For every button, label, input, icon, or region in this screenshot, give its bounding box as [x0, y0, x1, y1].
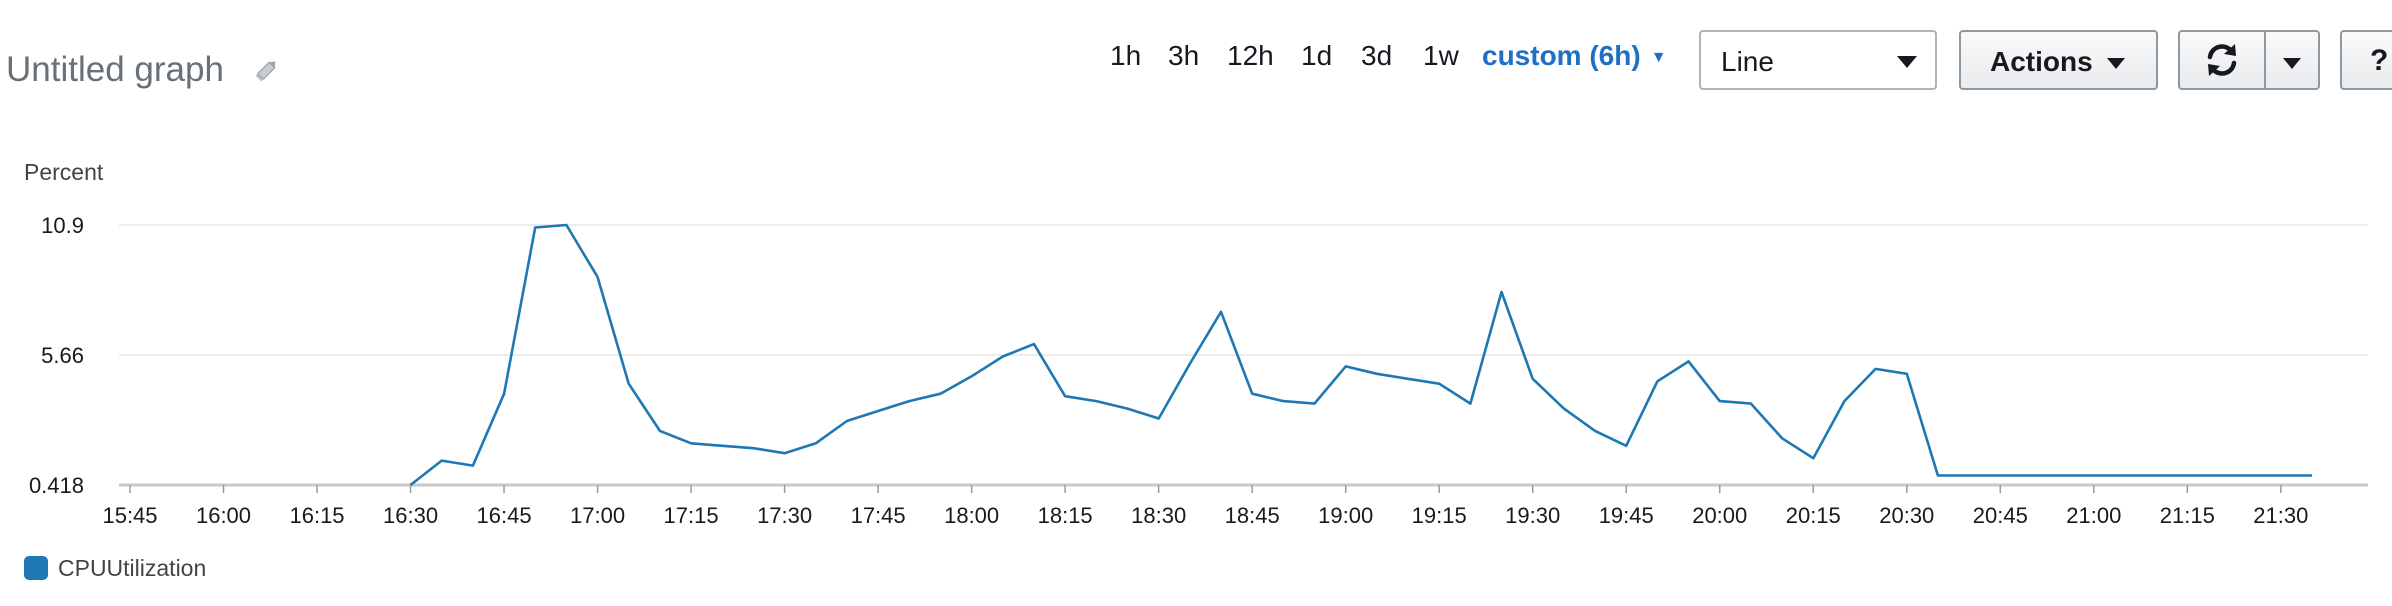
- chevron-down-icon: [1897, 56, 1917, 68]
- actions-label: Actions: [1990, 46, 2093, 77]
- time-range-picker: 1h 3h 12h 1d 3d 1w custom (6h) ▼: [0, 40, 1690, 82]
- x-tick-label: 18:00: [944, 503, 999, 528]
- x-tick-label: 19:45: [1599, 503, 1654, 528]
- refresh-icon: [2207, 44, 2237, 76]
- refresh-button[interactable]: [2178, 30, 2266, 90]
- x-axis-ticks: 15:45 16:00 16:15 16:30 16:45 17:00 17:15 17:30…: [102, 485, 2308, 528]
- x-tick-label: 18:30: [1131, 503, 1186, 528]
- x-tick-label: 20:45: [1973, 503, 2028, 528]
- x-tick-label: 17:00: [570, 503, 625, 528]
- y-tick-label: 10.9: [41, 213, 84, 238]
- x-tick-label: 15:45: [102, 503, 157, 528]
- x-tick-label: 19:00: [1318, 503, 1373, 528]
- grid-lines: [119, 224, 2368, 487]
- x-tick-label: 17:30: [757, 503, 812, 528]
- x-tick-label: 20:30: [1879, 503, 1934, 528]
- x-tick-label: 16:30: [383, 503, 438, 528]
- x-tick-label: 17:45: [851, 503, 906, 528]
- caret-down-icon: [2107, 58, 2125, 69]
- series-line-cpuutilization: [409, 223, 2312, 487]
- range-12h[interactable]: 12h: [1227, 40, 1274, 71]
- legend-label: CPUUtilization: [58, 554, 207, 581]
- x-tick-label: 16:15: [289, 503, 344, 528]
- caret-down-icon: [2283, 58, 2301, 69]
- y-axis-label: Percent: [24, 159, 104, 185]
- refresh-options-button[interactable]: [2264, 30, 2320, 90]
- help-icon: ?: [2370, 44, 2389, 77]
- range-3d[interactable]: 3d: [1361, 40, 1393, 71]
- x-tick-label: 20:00: [1692, 503, 1747, 528]
- y-axis-ticks: 0.418 5.66 10.9: [29, 213, 84, 498]
- y-tick-label: 0.418: [29, 473, 84, 498]
- x-tick-label: 16:00: [196, 503, 251, 528]
- x-tick-label: 19:15: [1412, 503, 1467, 528]
- range-custom-label: custom (6h): [1482, 40, 1641, 71]
- pencil-icon[interactable]: [252, 55, 282, 85]
- view-type-select[interactable]: Line: [1699, 30, 1937, 90]
- x-tick-label: 21:00: [2066, 503, 2121, 528]
- help-button[interactable]: ?: [2340, 30, 2392, 90]
- range-1d[interactable]: 1d: [1301, 40, 1333, 71]
- x-tick-label: 20:15: [1786, 503, 1841, 528]
- view-type-value: Line: [1721, 46, 1774, 77]
- series-layer: [409, 223, 2312, 487]
- caret-down-icon: ▼: [1650, 48, 1667, 66]
- legend[interactable]: CPUUtilization: [24, 553, 206, 583]
- x-tick-label: 19:30: [1505, 503, 1560, 528]
- range-1h[interactable]: 1h: [1110, 40, 1142, 71]
- range-1w[interactable]: 1w: [1423, 40, 1459, 71]
- x-tick-label: 16:45: [477, 503, 532, 528]
- actions-button[interactable]: Actions: [1959, 30, 2158, 90]
- graph-title-area: Untitled graph: [6, 44, 282, 96]
- legend-swatch: [24, 556, 48, 580]
- x-tick-label: 21:30: [2253, 503, 2308, 528]
- range-custom[interactable]: custom (6h) ▼: [1482, 40, 1667, 72]
- x-tick-label: 17:15: [664, 503, 719, 528]
- y-tick-label: 5.66: [41, 343, 84, 368]
- x-tick-label: 18:15: [1038, 503, 1093, 528]
- x-tick-label: 21:15: [2160, 503, 2215, 528]
- x-tick-label: 18:45: [1225, 503, 1280, 528]
- graph-title[interactable]: Untitled graph: [6, 50, 224, 89]
- range-3h[interactable]: 3h: [1168, 40, 1200, 71]
- cpu-line-chart: Percent 0.418 5.66 10.9 15:45 16:00 16:15 16:…: [24, 159, 2368, 528]
